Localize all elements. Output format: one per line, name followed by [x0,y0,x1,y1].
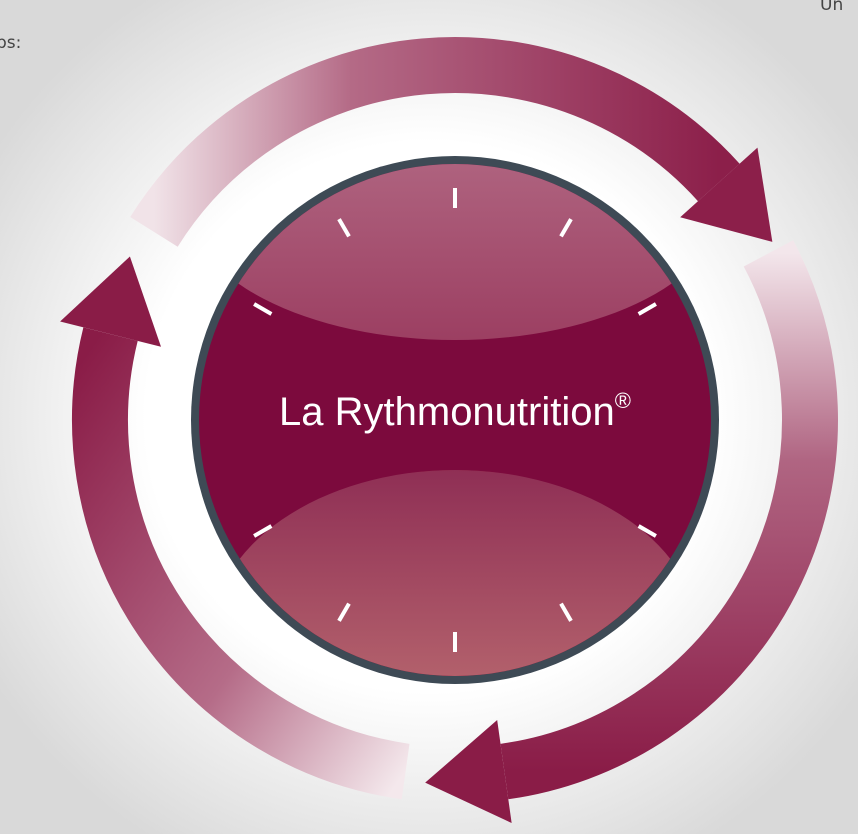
logo-title-text: La Rythmonutrition [279,390,615,434]
registered-mark: ® [615,388,631,413]
text-fragment: ps: [0,33,21,53]
rythmonutrition-graphic: La Rythmonutrition® ps: Un [0,0,858,834]
text-fragment: Un [820,0,843,15]
page: La Rythmonutrition® ps: Un (() => { cons… [0,0,858,834]
logo-title: La Rythmonutrition® [279,388,631,434]
